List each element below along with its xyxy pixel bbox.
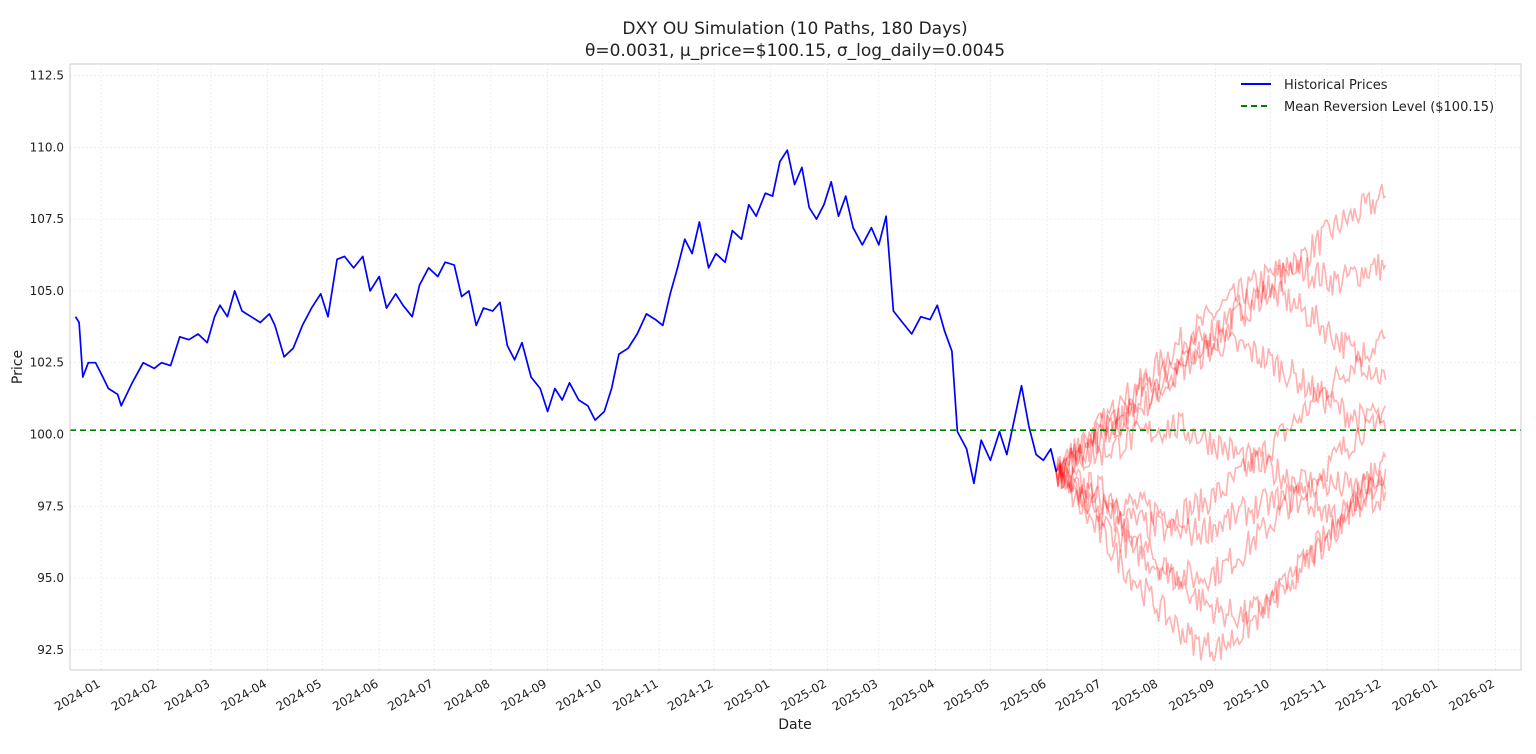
y-tick-label: 102.5 <box>30 356 64 370</box>
simulated-path <box>1055 401 1387 593</box>
simulated-path <box>1055 466 1387 546</box>
simulated-path <box>1055 250 1387 480</box>
simulated-path <box>1055 280 1387 479</box>
simulated-path <box>1055 184 1387 487</box>
simulated-path <box>1055 329 1387 476</box>
historical-price-line <box>74 149 1058 485</box>
legend-label-historical: Historical Prices <box>1284 78 1388 93</box>
y-axis-ticks: 92.5 95.0 97.5 100.0 102.5 105.0 107.5 110.0 112… <box>30 68 64 656</box>
x-axis-label: Date <box>778 717 811 733</box>
legend: Historical Prices Mean Reversion Level (… <box>1241 78 1494 115</box>
simulated-paths <box>1055 184 1387 662</box>
y-tick-label: 97.5 <box>37 499 64 513</box>
chart-title: DXY OU Simulation (10 Paths, 180 Days) <box>622 19 967 39</box>
grid <box>70 64 1521 670</box>
simulated-path <box>1055 411 1387 500</box>
historical-series <box>74 149 1058 485</box>
y-axis-label: Price <box>10 350 26 384</box>
y-tick-label: 92.5 <box>37 643 64 657</box>
simulated-path <box>1055 450 1387 630</box>
simulated-path <box>1055 328 1387 529</box>
plot-frame <box>69 63 1522 671</box>
y-tick-label: 110.0 <box>30 140 64 154</box>
y-tick-label: 112.5 <box>30 68 64 82</box>
legend-label-mean: Mean Reversion Level ($100.15) <box>1284 100 1494 115</box>
simulated-path <box>1055 464 1387 662</box>
y-tick-label: 100.0 <box>30 427 64 441</box>
y-tick-label: 105.0 <box>30 284 64 298</box>
y-tick-label: 107.5 <box>30 212 64 226</box>
y-tick-label: 95.0 <box>37 571 64 585</box>
chart-subtitle: θ=0.0031, μ_price=$100.15, σ_log_daily=0… <box>585 41 1005 61</box>
